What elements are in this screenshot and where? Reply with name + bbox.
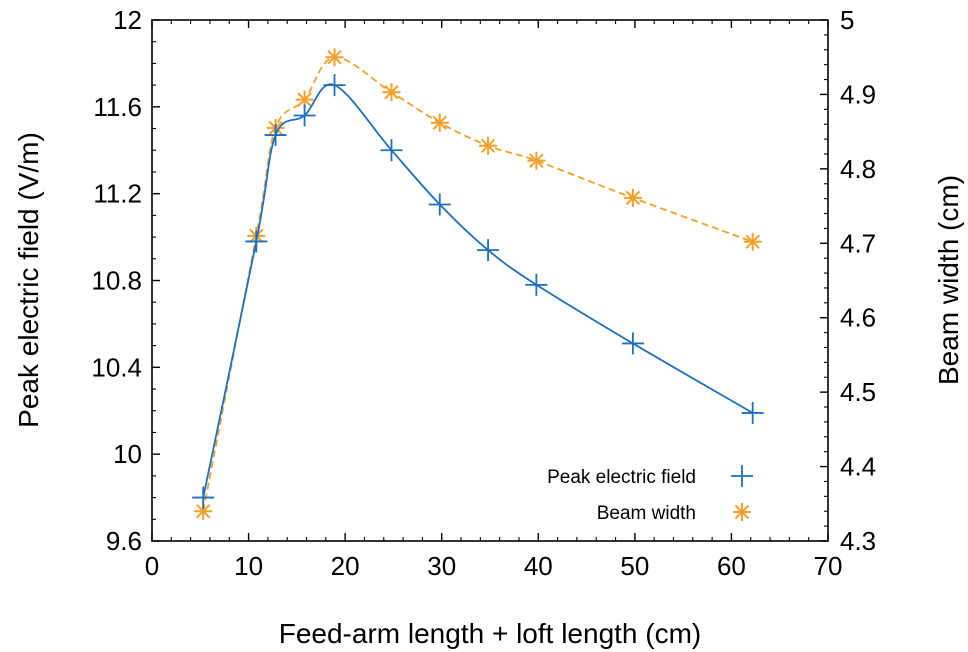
y-axis-title: Peak electric field (V/m) — [13, 132, 44, 428]
data-point-beam-width — [743, 232, 762, 251]
x-tick-label: 40 — [524, 551, 553, 581]
data-point-peak-electric-field — [264, 124, 287, 147]
y2-tick-label: 4.6 — [840, 303, 876, 333]
x-tick-label: 0 — [145, 551, 159, 581]
y-tick-label: 11.2 — [93, 179, 142, 209]
data-point-beam-width — [479, 136, 498, 155]
y2-tick-label: 4.4 — [840, 452, 876, 482]
data-point-peak-electric-field — [621, 332, 644, 355]
x-axis-title: Feed-arm length + loft length (cm) — [279, 618, 702, 649]
data-point-peak-electric-field — [477, 239, 500, 262]
data-point-peak-electric-field — [245, 230, 268, 253]
y2-tick-label: 4.5 — [840, 377, 876, 407]
data-point-beam-width — [430, 113, 449, 132]
x-tick-label: 10 — [234, 551, 263, 581]
data-point-beam-width — [382, 83, 401, 102]
y2-tick-label: 4.3 — [840, 526, 876, 556]
legend-label-beam-width: Beam width — [597, 503, 696, 524]
legend-label-peak-electric-field: Peak electric field — [547, 467, 696, 488]
legend-plus-icon — [731, 465, 753, 487]
plot-frame — [151, 19, 829, 542]
legend-asterisk-icon — [733, 503, 751, 521]
y-tick-label: 10.8 — [91, 266, 142, 296]
data-point-peak-electric-field — [428, 193, 451, 216]
y-tick-label: 9.6 — [106, 526, 142, 556]
data-point-beam-width — [527, 151, 546, 170]
legend-marker-beam-width — [733, 503, 751, 521]
data-point-peak-electric-field — [192, 486, 215, 509]
x-tick-label: 50 — [620, 551, 649, 581]
axes-layer: 0 10 20 30 40 50 60 70 9.6 10 10.4 10.8 11.2 11.6 12 4.… — [91, 5, 876, 581]
data-point-peak-electric-field — [293, 104, 316, 127]
data-point-beam-width — [325, 48, 344, 67]
y-tick-label: 12 — [113, 5, 142, 35]
y-tick-label: 10.4 — [91, 352, 142, 382]
y-tick-label: 10 — [113, 439, 142, 469]
y2-axis-title: Beam width (cm) — [933, 175, 964, 385]
series-layer — [192, 48, 764, 521]
y2-tick-label: 4.9 — [840, 79, 876, 109]
series-line-peak-electric-field — [202, 83, 754, 498]
y2-tick-label: 4.8 — [840, 154, 876, 184]
y2-tick-label: 4.7 — [840, 228, 876, 258]
y-tick-label: 11.6 — [93, 92, 142, 122]
data-point-peak-electric-field — [323, 74, 346, 97]
data-point-peak-electric-field — [380, 139, 403, 162]
data-point-beam-width — [623, 188, 642, 207]
legend-marker-peak-electric-field — [731, 465, 753, 487]
x-tick-label: 30 — [427, 551, 456, 581]
legend: Peak electric field Beam width — [547, 465, 753, 524]
y2-tick-label: 5 — [840, 5, 854, 35]
x-tick-label: 60 — [717, 551, 746, 581]
x-tick-label: 20 — [331, 551, 360, 581]
data-point-peak-electric-field — [741, 401, 764, 424]
series-line-beam-width — [202, 56, 754, 512]
data-point-peak-electric-field — [525, 273, 548, 296]
x-tick-label: 70 — [814, 551, 843, 581]
